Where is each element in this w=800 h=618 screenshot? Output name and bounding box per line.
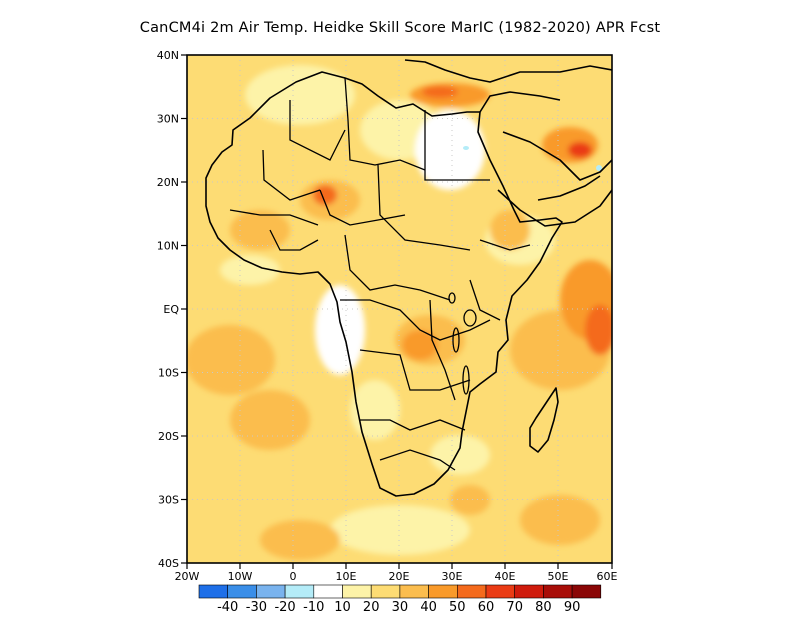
country-borders: [229, 77, 531, 471]
lakes: [448, 292, 477, 395]
lon-label: 40E: [495, 570, 516, 583]
colorbar-swatch: [313, 584, 343, 599]
colorbar-swatch: [543, 584, 573, 599]
chart-title: CanCM4i 2m Air Temp. Heidke Skill Score …: [139, 20, 661, 36]
colorbar-label: 60: [478, 600, 495, 615]
colorbar-swatch: [399, 584, 429, 599]
lon-label: 20E: [389, 570, 410, 583]
colorbar-swatch: [284, 584, 315, 599]
lat-label: 40N: [157, 49, 179, 62]
ticks: [181, 54, 613, 569]
colorbar-swatch: [198, 584, 229, 599]
lat-label: 30S: [158, 494, 179, 507]
colorbar: [198, 584, 602, 599]
colorbar-label: -30: [246, 600, 267, 615]
colorbar-swatch: [428, 584, 458, 599]
colorbar-swatch: [514, 584, 544, 599]
colorbar-swatch: [227, 584, 257, 599]
colorbar-swatch: [256, 584, 286, 599]
colorbar-label: 40: [420, 600, 437, 615]
lat-label: 10N: [157, 240, 179, 253]
lon-label: 20W: [175, 570, 200, 583]
colorbar-swatch: [485, 584, 516, 599]
lat-label: 20N: [157, 176, 179, 189]
colorbar-label: -40: [217, 600, 238, 615]
colorbar-label: -10: [303, 600, 324, 615]
coastlines: [205, 59, 612, 497]
lat-label: EQ: [163, 303, 179, 316]
colorbar-swatch: [370, 584, 401, 599]
colorbar-swatch: [571, 584, 602, 599]
lon-label: 60E: [597, 570, 618, 583]
lon-label: 10W: [228, 570, 253, 583]
lon-label: 0: [290, 570, 297, 583]
colorbar-label: 50: [449, 600, 466, 615]
lon-label: 50E: [548, 570, 569, 583]
graticule: [187, 55, 612, 563]
longitude-labels: 20W 10W 0 10E 20E 30E 40E 50E 60E: [175, 570, 618, 583]
colorbar-label: 90: [564, 600, 581, 615]
colorbar-label: 80: [535, 600, 552, 615]
colorbar-swatch: [456, 584, 487, 599]
lat-label: 10S: [158, 367, 179, 380]
colorbar-label: 20: [363, 600, 380, 615]
colorbar-label: 10: [334, 600, 351, 615]
colorbar-swatch: [342, 584, 372, 599]
colorbar-label: -20: [274, 600, 295, 615]
colorbar-labels: -40 -30 -20 -10 10 20 30 40 50 60 70 80 90: [217, 600, 580, 615]
lon-label: 30E: [442, 570, 463, 583]
latitude-labels: 40N 30N 20N 10N EQ 10S 20S 30S 40S: [157, 49, 180, 570]
lat-label: 30N: [157, 113, 179, 126]
lon-label: 10E: [336, 570, 357, 583]
lat-label: 40S: [158, 557, 179, 570]
colorbar-label: 70: [506, 600, 523, 615]
lat-label: 20S: [158, 430, 179, 443]
colorbar-label: 30: [392, 600, 409, 615]
